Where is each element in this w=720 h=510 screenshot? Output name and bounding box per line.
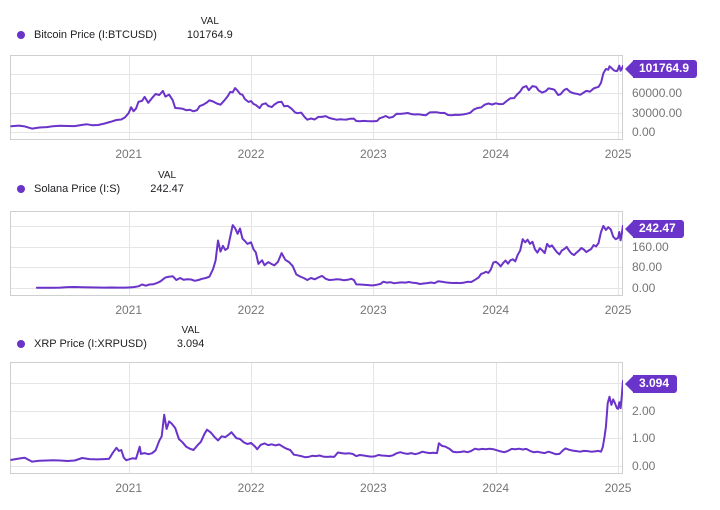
y-axis-tick-label: 1.00 [632, 431, 656, 446]
latest-value-text: 3.094 [176, 338, 205, 350]
val-column-header: VAL [181, 325, 200, 336]
badge-value-text: 3.094 [633, 374, 678, 393]
xrp-legend: XRP Price (I:XRPUSD) VAL 3.094 [17, 324, 204, 352]
badge-value-text: 242.47 [633, 219, 684, 238]
series-color-dot [17, 31, 25, 39]
x-axis-tick-label: 2022 [237, 481, 265, 495]
x-axis-tick-label: 2023 [360, 147, 387, 161]
x-axis-tick-label: 2021 [115, 481, 143, 495]
series-name-label: XRP Price (I:XRPUSD) [34, 338, 147, 350]
y-axis-tick-label: 160.00 [632, 239, 669, 254]
badge-arrow-icon [625, 60, 633, 77]
latest-value-text: 242.47 [150, 183, 184, 195]
x-axis-tick-label: 2022 [237, 147, 265, 161]
chart-canvas [10, 211, 623, 296]
y-axis-tick-label: 0.00 [632, 281, 656, 295]
series-name-label: Bitcoin Price (I:BTCUSD) [34, 29, 157, 41]
x-axis-tick-label: 2024 [482, 481, 510, 495]
x-axis-tick-label: 2023 [360, 303, 387, 317]
latest-value-badge: 3.094 [625, 374, 678, 393]
x-axis-tick-label: 2022 [237, 303, 265, 317]
series-color-dot [17, 340, 25, 348]
series-color-dot [17, 185, 25, 193]
val-column-header: VAL [157, 170, 177, 181]
latest-value-text: 101764.9 [186, 29, 233, 41]
badge-value-text: 101764.9 [633, 59, 698, 78]
value-column: VAL 3.094 [177, 324, 205, 352]
x-axis-tick-label: 2023 [360, 481, 387, 495]
series-name-label: Solana Price (I:S) [34, 183, 121, 195]
y-axis-tick-label: 0.00 [632, 459, 656, 473]
y-axis-tick-label: 80.00 [632, 260, 663, 275]
value-column: VAL 101764.9 [187, 15, 233, 43]
x-axis-tick-label: 2024 [482, 303, 510, 317]
value-column: VAL 242.47 [150, 169, 184, 197]
y-axis-tick-label: 0.00 [632, 125, 656, 139]
solana-legend: Solana Price (I:S) VAL 242.47 [17, 169, 184, 197]
x-axis-tick-label: 2024 [482, 147, 510, 161]
y-axis-tick-label: 30000.00 [632, 105, 683, 120]
badge-arrow-icon [625, 375, 633, 392]
chart-canvas [10, 55, 623, 140]
bitcoin-legend: Bitcoin Price (I:BTCUSD) VAL 101764.9 [17, 15, 233, 43]
y-axis-tick-label: 2.00 [632, 403, 656, 418]
val-column-header: VAL [200, 16, 219, 27]
latest-value-badge: 242.47 [625, 219, 684, 238]
x-axis-tick-label: 2025 [604, 481, 632, 495]
x-axis-tick-label: 2021 [115, 147, 143, 161]
x-axis-tick-label: 2021 [115, 303, 143, 317]
x-axis-tick-label: 2025 [604, 303, 632, 317]
y-axis-tick-label: 60000.00 [632, 86, 683, 100]
solana-price-plot[interactable] [10, 211, 623, 296]
badge-arrow-icon [625, 220, 633, 237]
xrp-price-plot[interactable] [10, 362, 623, 474]
latest-value-badge: 101764.9 [625, 59, 698, 78]
chart-canvas [10, 362, 623, 474]
bitcoin-price-plot[interactable] [10, 55, 623, 140]
x-axis-tick-label: 2025 [604, 147, 632, 161]
